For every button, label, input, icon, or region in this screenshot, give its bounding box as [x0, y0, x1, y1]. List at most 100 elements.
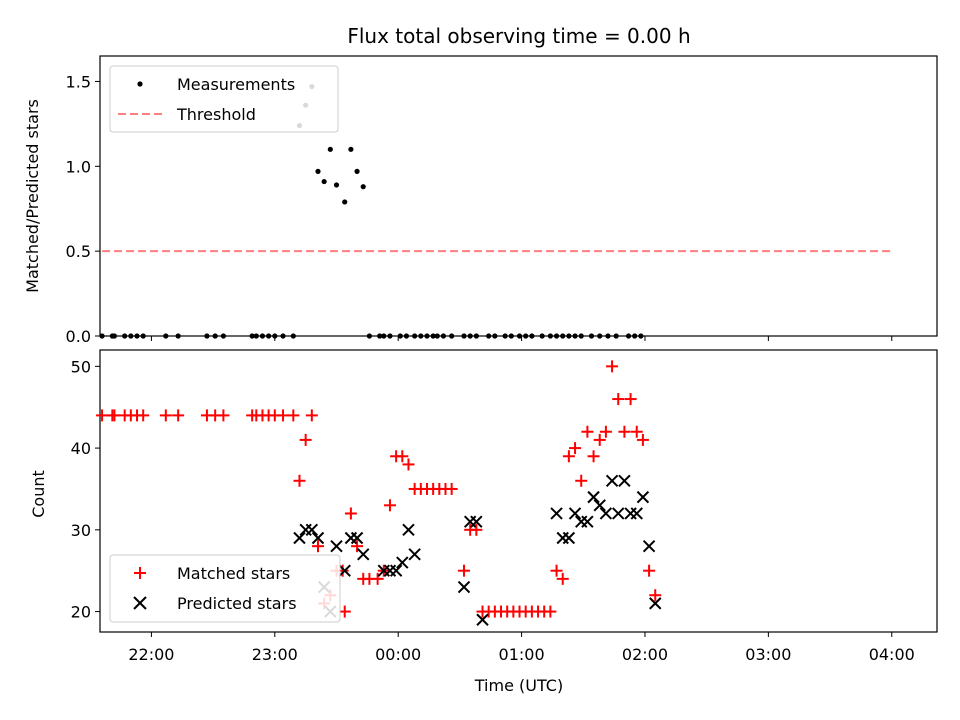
- measurement-point: [578, 333, 584, 339]
- measurement-point: [348, 146, 354, 152]
- measurement-point: [588, 333, 595, 339]
- measurement-point: [632, 333, 638, 339]
- matched-star-point: [277, 409, 290, 422]
- measurement-point: [625, 333, 632, 339]
- predicted-star-point: [568, 507, 582, 520]
- legend-matched-marker: [134, 567, 146, 579]
- measurement-point: [638, 333, 644, 339]
- measurement-point: [259, 333, 266, 339]
- predicted-star-point: [642, 539, 656, 553]
- predicted-star-point: [408, 548, 421, 561]
- matched-star-point: [599, 425, 612, 438]
- measurement-point: [434, 333, 440, 339]
- bottom-xtick-label: 04:00: [869, 645, 915, 664]
- measurement-point: [467, 333, 473, 339]
- measurement-point: [249, 333, 255, 339]
- measurement-point: [280, 333, 286, 339]
- measurement-point: [111, 333, 117, 339]
- matched-star-point: [593, 433, 606, 446]
- top-ytick-label: 1.5: [66, 72, 91, 91]
- matched-star-point: [299, 433, 312, 446]
- measurement-point: [502, 333, 508, 339]
- legend-measurements-label: Measurements: [177, 75, 295, 94]
- predicted-star-point: [402, 523, 415, 537]
- measurement-point: [553, 333, 560, 339]
- matched-star-point: [612, 393, 625, 406]
- measurement-point: [204, 333, 210, 339]
- measurement-point: [572, 333, 578, 339]
- measurement-point: [163, 333, 169, 339]
- bottom-axes-frame: [99, 349, 938, 633]
- bottom-ytick-label: 50: [71, 357, 91, 376]
- matched-star-point: [96, 409, 109, 422]
- matched-star-point: [624, 393, 637, 406]
- top-legend: Measurements Threshold: [109, 65, 339, 133]
- top-axes: 0.0 0.5 1.0 1.5 Matched/Predicted stars Mea…: [23, 55, 938, 346]
- measurement-point: [272, 333, 278, 339]
- legend-matched-label: Matched stars: [177, 564, 290, 583]
- predicted-star-point: [550, 507, 563, 520]
- predicted-star-point: [630, 507, 643, 520]
- matched-star-point: [383, 499, 396, 512]
- predicted-star-point: [605, 474, 619, 487]
- top-ytick-label: 1.0: [66, 157, 91, 176]
- measurement-point: [333, 182, 340, 188]
- measurement-point: [449, 333, 455, 339]
- measurement-point: [508, 333, 514, 339]
- matched-star-point: [287, 409, 300, 422]
- matched-star-point: [649, 589, 662, 602]
- measurement-point: [412, 333, 418, 339]
- measurement-point: [560, 333, 566, 339]
- top-ytick-label: 0.0: [66, 327, 91, 346]
- matched-star-point: [643, 564, 656, 577]
- matched-star-point: [445, 482, 458, 495]
- predicted-star-point: [599, 507, 613, 520]
- matched-star-point: [351, 540, 364, 553]
- matched-star-point: [562, 450, 575, 463]
- measurement-point: [529, 333, 535, 339]
- predicted-star-point: [470, 515, 483, 528]
- matched-star-point: [217, 409, 230, 422]
- matched-star-point: [108, 409, 121, 422]
- measurement-point: [418, 333, 424, 339]
- bottom-ylabel: Count: [29, 470, 48, 518]
- matched-star-point: [630, 425, 643, 438]
- bottom-xtick-label: 22:00: [128, 645, 174, 664]
- predicted-star-point: [330, 539, 343, 553]
- predicted-star-point: [311, 531, 325, 545]
- measurement-point: [516, 333, 523, 339]
- matched-star-point: [544, 605, 557, 618]
- matched-star-point: [587, 450, 600, 463]
- bottom-ytick-label: 30: [71, 521, 91, 540]
- measurement-point: [354, 168, 360, 174]
- measurement-point: [140, 333, 146, 339]
- matched-star-point: [636, 433, 649, 446]
- measurement-point: [360, 184, 366, 190]
- measurement-point: [128, 333, 134, 339]
- predicted-star-point: [293, 531, 306, 545]
- matched-star-point: [606, 360, 619, 373]
- measurement-point: [253, 333, 259, 339]
- measurement-point: [424, 333, 430, 339]
- measurement-point: [605, 333, 611, 339]
- measurement-point: [266, 333, 272, 339]
- measurement-point: [377, 333, 383, 339]
- top-ylabel: Matched/Predicted stars: [23, 99, 42, 293]
- matched-star-point: [556, 572, 569, 585]
- measurement-point: [397, 333, 403, 339]
- chart-title: Flux total observing time = 0.00 h: [347, 24, 690, 48]
- predicted-star-point: [396, 556, 409, 569]
- matched-star-point: [396, 450, 409, 463]
- measurement-point: [290, 333, 296, 339]
- bottom-xtick-label: 02:00: [622, 645, 668, 664]
- matched-star-point: [305, 409, 318, 422]
- matched-star-point: [137, 409, 150, 422]
- measurement-point: [403, 333, 410, 339]
- bottom-ytick-label: 20: [71, 603, 91, 622]
- measurement-point: [613, 333, 619, 339]
- measurement-point: [134, 333, 140, 339]
- measurement-point: [381, 333, 387, 339]
- matched-star-point: [344, 507, 357, 520]
- matched-star-point: [338, 605, 351, 618]
